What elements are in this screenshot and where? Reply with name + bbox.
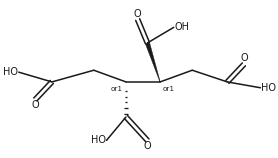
Text: O: O [144, 141, 151, 151]
Text: O: O [31, 100, 39, 110]
Text: HO: HO [3, 67, 18, 77]
Text: HO: HO [261, 83, 276, 93]
Text: O: O [240, 53, 248, 63]
Text: or1: or1 [163, 86, 175, 92]
Text: or1: or1 [111, 86, 123, 92]
Text: HO: HO [91, 135, 106, 145]
Text: O: O [134, 9, 142, 19]
Polygon shape [145, 42, 160, 82]
Text: OH: OH [175, 22, 190, 32]
